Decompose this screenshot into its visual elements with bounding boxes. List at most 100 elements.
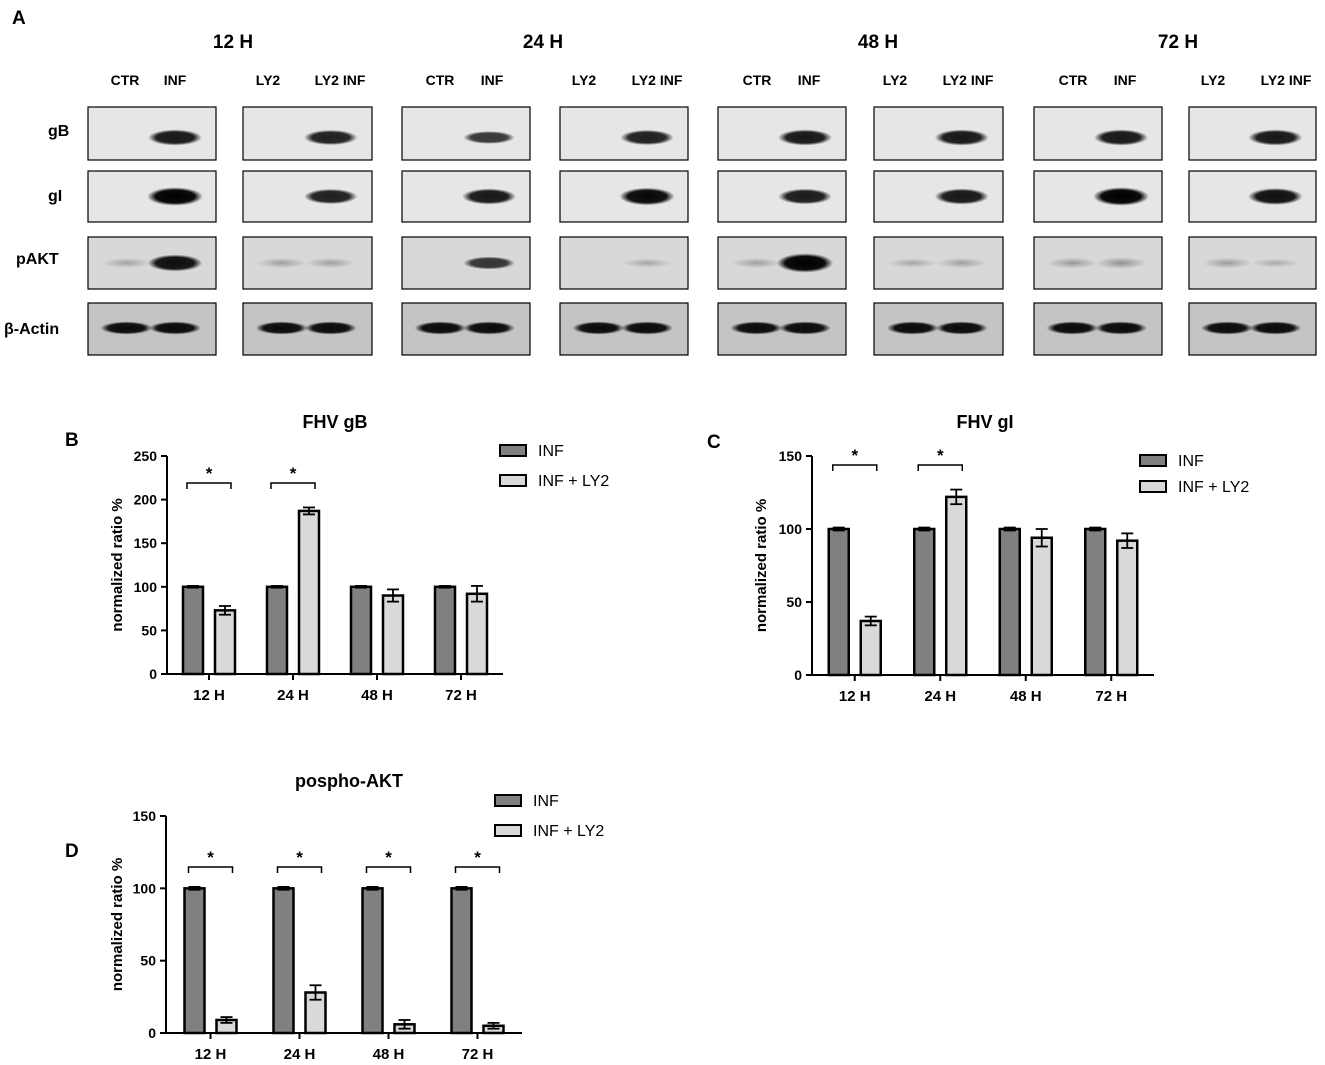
protein-band [100,321,153,335]
protein-band [1202,257,1253,269]
bar [361,887,384,1035]
y-axis-label: normalized ratio % [109,498,126,631]
lane-label: CTR [743,72,772,88]
protein-band [304,188,358,205]
protein-band [730,321,783,335]
protein-band [936,257,987,269]
y-axis-label: normalized ratio % [753,499,770,632]
significance-bracket [365,866,412,873]
protein-band [886,321,939,335]
protein-band [779,321,832,335]
row-label: pAKT [16,251,59,268]
lane-label: INF [164,72,187,88]
protein-band [778,129,833,146]
protein-band [1095,321,1148,335]
protein-band [1046,321,1099,335]
lane-label: INF [798,72,821,88]
y-axis-label: normalized ratio % [109,858,126,991]
lane-label: INF [1114,72,1137,88]
lane-label: CTR [111,72,140,88]
x-tick-label: 12 H [195,1046,227,1063]
protein-band [619,187,675,206]
protein-band [147,187,203,206]
panel-label-a: A [12,8,26,29]
bar [465,592,489,676]
lane-label: CTR [426,72,455,88]
timepoint-label: 48 H [858,32,898,53]
timepoint-label: 24 H [523,32,563,53]
western-blot-panel: A 12 H 24 H 48 H 72 H CTR INF LY2 LY2 IN… [4,8,1317,356]
y-tick-label: 100 [134,579,158,595]
row-label: gB [48,123,69,140]
legend-swatch [499,474,527,487]
y-tick-label: 50 [140,953,156,969]
bar [181,585,205,676]
protein-band [1249,321,1302,335]
y-tick-label: 100 [133,880,157,896]
protein-band [778,188,832,205]
panel-label: C [707,432,721,453]
chart-fhv-gb: B FHV gB normalized ratio % 0 50 100 150 200 250… [65,412,609,704]
x-tick-label: 72 H [445,687,477,704]
lane-label: CTR [1059,72,1088,88]
protein-band [620,129,674,146]
legend-label: INF + LY2 [1178,479,1249,496]
bar [1116,539,1139,677]
x-tick-label: 72 H [462,1046,494,1063]
blot-frame [401,106,531,161]
y-tick-label: 100 [779,521,803,537]
significance-bracket [187,866,234,873]
timepoint-label: 12 H [213,32,253,53]
bar [272,887,295,1035]
legend-label: INF [533,793,559,810]
protein-band [622,258,672,268]
bar [827,527,850,677]
y-tick-label: 250 [134,448,158,464]
protein-band [149,321,202,335]
protein-band [304,129,358,146]
protein-band [463,256,515,270]
bar [998,527,1021,677]
blot-images [87,106,1317,356]
bar [859,619,882,677]
x-tick-label: 48 H [373,1046,405,1063]
bar [183,887,206,1035]
lane-label: LY2 [256,72,281,88]
y-tick-label: 0 [148,1025,156,1041]
significance-bracket [186,482,232,489]
protein-band [1201,321,1254,335]
protein-band [1093,187,1149,206]
x-tick-label: 24 H [284,1046,316,1063]
row-label: β-Actin [4,321,59,338]
lane-label: LY2 INF [632,72,683,88]
panel-label: D [65,841,79,862]
lane-label: LY2 [572,72,597,88]
significance-marker: * [937,446,944,465]
bar [450,887,473,1035]
y-tick-label: 150 [779,448,803,464]
significance-marker: * [207,848,214,867]
lane-label: LY2 INF [315,72,366,88]
y-tick-label: 50 [141,622,157,638]
protein-band [935,321,988,335]
significance-bracket [454,866,501,873]
protein-band [255,321,308,335]
lane-label: LY2 INF [1261,72,1312,88]
protein-band [1248,188,1303,205]
legend-swatch [1139,454,1167,467]
significance-bracket [270,482,316,489]
x-tick-label: 72 H [1095,688,1127,705]
x-tick-label: 48 H [361,687,393,704]
bar [1030,536,1053,677]
protein-band [934,188,989,205]
lane-label: INF [481,72,504,88]
significance-marker: * [296,848,303,867]
protein-band [414,321,467,335]
bar [433,585,457,676]
protein-band [1094,129,1149,146]
protein-band [463,131,515,144]
y-tick-label: 0 [794,667,802,683]
bar [945,495,968,677]
legend-swatch [499,444,527,457]
